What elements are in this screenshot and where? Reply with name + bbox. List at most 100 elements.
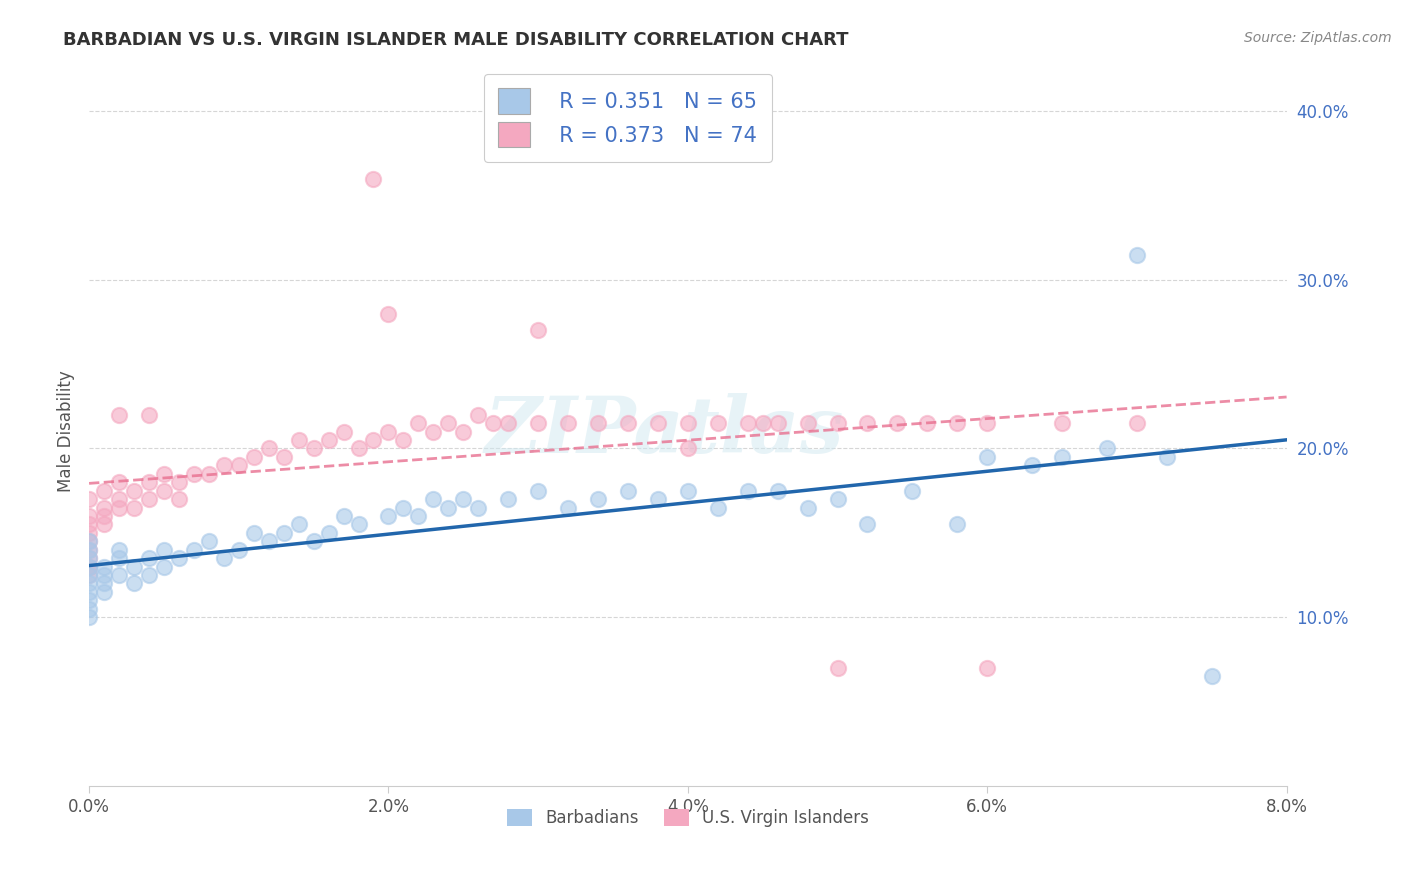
Point xyxy=(138,551,160,566)
Point xyxy=(377,508,399,523)
Point xyxy=(138,475,160,490)
Point xyxy=(212,551,235,566)
Point xyxy=(228,542,250,557)
Point xyxy=(707,500,730,515)
Point xyxy=(122,559,145,574)
Point xyxy=(242,525,264,540)
Point xyxy=(108,408,131,422)
Point xyxy=(77,542,100,557)
Point xyxy=(257,534,280,549)
Point xyxy=(901,483,924,498)
Text: ZIPatlas: ZIPatlas xyxy=(484,393,844,470)
Point xyxy=(856,517,879,532)
Point xyxy=(751,416,773,430)
Point xyxy=(796,500,818,515)
Point xyxy=(183,467,205,481)
Point xyxy=(228,458,250,473)
Point xyxy=(77,517,100,532)
Point xyxy=(93,483,115,498)
Point xyxy=(302,534,325,549)
Point xyxy=(453,425,475,439)
Point xyxy=(363,171,385,186)
Point xyxy=(77,593,100,607)
Point xyxy=(586,492,609,507)
Point xyxy=(676,442,699,456)
Point xyxy=(77,551,100,566)
Point xyxy=(198,467,221,481)
Point xyxy=(153,483,176,498)
Point xyxy=(437,500,460,515)
Point xyxy=(77,559,100,574)
Point xyxy=(737,416,759,430)
Point xyxy=(93,584,115,599)
Point xyxy=(347,517,370,532)
Point xyxy=(347,442,370,456)
Point xyxy=(287,517,309,532)
Point xyxy=(647,492,669,507)
Point xyxy=(917,416,939,430)
Point xyxy=(617,483,640,498)
Point xyxy=(153,542,176,557)
Point xyxy=(557,500,579,515)
Point xyxy=(796,416,818,430)
Point xyxy=(377,307,399,321)
Point xyxy=(422,425,444,439)
Point xyxy=(77,534,100,549)
Point xyxy=(976,450,998,464)
Point xyxy=(77,568,100,582)
Point xyxy=(287,433,309,447)
Point xyxy=(377,425,399,439)
Point xyxy=(453,492,475,507)
Y-axis label: Male Disability: Male Disability xyxy=(58,371,75,492)
Point xyxy=(77,551,100,566)
Point xyxy=(93,559,115,574)
Point xyxy=(77,601,100,615)
Point xyxy=(827,661,849,675)
Point xyxy=(77,525,100,540)
Point xyxy=(617,416,640,430)
Point xyxy=(408,416,430,430)
Point xyxy=(737,483,759,498)
Point xyxy=(363,433,385,447)
Point xyxy=(557,416,579,430)
Point xyxy=(467,500,489,515)
Point xyxy=(886,416,908,430)
Point xyxy=(422,492,444,507)
Point xyxy=(153,559,176,574)
Point xyxy=(77,568,100,582)
Point xyxy=(1126,416,1149,430)
Point xyxy=(647,416,669,430)
Point xyxy=(242,450,264,464)
Point xyxy=(138,492,160,507)
Point xyxy=(77,534,100,549)
Point xyxy=(976,416,998,430)
Point xyxy=(93,500,115,515)
Point xyxy=(467,408,489,422)
Point xyxy=(318,433,340,447)
Point xyxy=(273,450,295,464)
Point xyxy=(527,323,550,337)
Point xyxy=(108,492,131,507)
Point xyxy=(77,559,100,574)
Point xyxy=(1126,247,1149,261)
Point xyxy=(318,525,340,540)
Point xyxy=(122,576,145,591)
Point xyxy=(946,517,969,532)
Point xyxy=(766,483,789,498)
Point xyxy=(408,508,430,523)
Point xyxy=(676,416,699,430)
Point xyxy=(77,542,100,557)
Point xyxy=(1021,458,1043,473)
Point xyxy=(707,416,730,430)
Point xyxy=(392,500,415,515)
Point xyxy=(496,416,519,430)
Point xyxy=(138,408,160,422)
Point xyxy=(496,492,519,507)
Point xyxy=(77,492,100,507)
Point xyxy=(138,568,160,582)
Point xyxy=(827,492,849,507)
Point xyxy=(77,610,100,624)
Point xyxy=(212,458,235,473)
Point xyxy=(77,584,100,599)
Point xyxy=(108,475,131,490)
